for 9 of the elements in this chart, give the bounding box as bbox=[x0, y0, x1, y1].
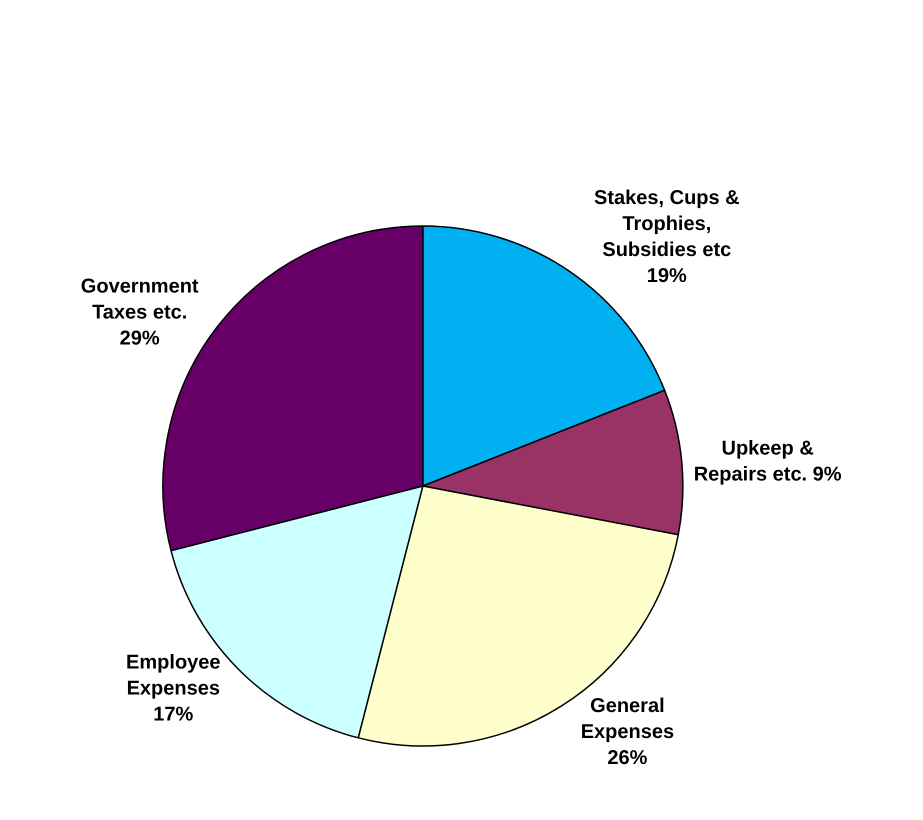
slice-label: Employee Expenses bbox=[126, 651, 221, 700]
data-label: 19% bbox=[646, 264, 688, 287]
data-label: 29% bbox=[120, 328, 160, 350]
data-label: 26% bbox=[607, 746, 648, 769]
slice-label: Stakes, Cups & Trophies, Subsidies etc bbox=[594, 186, 740, 261]
slice-label: Government Taxes etc. bbox=[80, 276, 199, 324]
data-label: 17% bbox=[153, 703, 194, 726]
slice-label: General Expenses bbox=[580, 694, 674, 743]
slice-label: Upkeep & Repairs etc. 9% bbox=[694, 437, 842, 486]
